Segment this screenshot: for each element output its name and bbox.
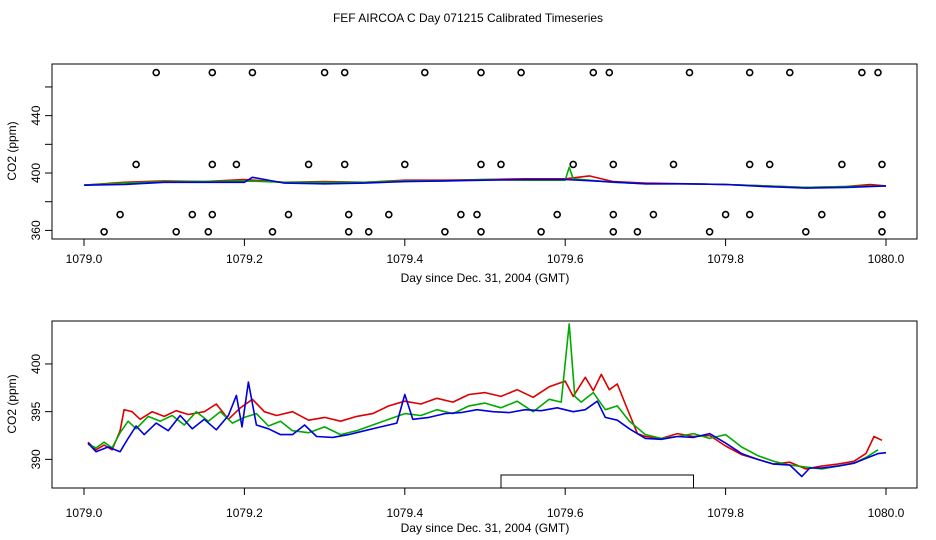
flag-marker — [384, 210, 393, 219]
top-y-axis: 360 400 440 — [29, 86, 53, 240]
flag-marker — [188, 210, 197, 219]
top-y-tick-label: 440 — [29, 105, 43, 125]
bottom-x-tick-label: 1079.4 — [386, 506, 423, 520]
flag-marker — [609, 210, 618, 219]
top-y-axis-label: CO2 (ppm) — [5, 121, 19, 180]
flag-marker — [745, 160, 754, 169]
bottom-y-axis: 390 395 400 — [29, 354, 53, 469]
flag-marker — [745, 210, 754, 219]
flag-marker — [517, 68, 525, 77]
flag-marker — [605, 68, 614, 77]
top-y-tick-label: 360 — [29, 220, 43, 240]
bottom-series-green-line — [87, 323, 879, 470]
flag-marker — [874, 68, 882, 77]
bottom-x-axis-label: Day since Dec. 31, 2004 (GMT) — [401, 521, 570, 535]
top-x-axis: 1079.0 1079.2 1079.4 1079.6 1079.8 1080.0 — [66, 238, 905, 266]
flag-marker — [344, 228, 353, 236]
bottom-series — [87, 323, 887, 478]
bottom-y-tick-label: 395 — [29, 401, 43, 421]
flag-marker — [208, 68, 217, 77]
flag-marker — [537, 228, 545, 236]
flag-marker — [553, 210, 562, 219]
flag-marker — [132, 160, 140, 169]
top-y-tick-label: 400 — [29, 163, 43, 183]
flag-marker — [204, 228, 213, 236]
top-plot-frame — [51, 63, 918, 240]
flag-marker — [284, 210, 293, 219]
bottom-series-red-line — [87, 373, 883, 470]
bottom-series-blue-line — [87, 381, 887, 478]
legend-box — [500, 474, 694, 489]
flag-marker — [172, 228, 180, 236]
flag-marker — [116, 210, 124, 219]
flag-marker — [152, 68, 160, 77]
flag-marker — [878, 228, 886, 236]
flag-marker — [208, 160, 217, 169]
flag-marker — [858, 68, 866, 77]
flag-marker — [457, 210, 465, 219]
top-x-tick-label: 1079.4 — [386, 252, 423, 266]
flag-marker — [569, 160, 578, 169]
flag-marker — [721, 210, 730, 219]
bottom-y-tick-label: 400 — [29, 354, 43, 374]
flag-marker — [477, 160, 485, 169]
flag-marker — [420, 68, 429, 77]
flag-marker — [817, 210, 826, 219]
flag-marker — [785, 68, 794, 77]
top-x-axis-label: Day since Dec. 31, 2004 (GMT) — [401, 271, 570, 285]
flag-marker — [340, 68, 349, 77]
flag-marker — [473, 210, 481, 219]
flag-marker — [477, 68, 485, 77]
bottom-x-tick-label: 1079.6 — [547, 506, 584, 520]
flag-marker — [248, 68, 257, 77]
bottom-x-tick-label: 1079.0 — [66, 506, 103, 520]
flag-marker — [609, 160, 618, 169]
flag-marker — [705, 228, 714, 236]
flag-marker — [232, 160, 241, 169]
top-x-tick-label: 1079.8 — [707, 252, 744, 266]
flag-marker — [745, 68, 754, 77]
flag-marker — [765, 160, 774, 169]
top-x-tick-label: 1079.0 — [66, 252, 103, 266]
flag-marker — [633, 228, 642, 236]
flag-marker — [497, 160, 505, 169]
flag-marker — [344, 210, 353, 219]
top-x-tick-label: 1079.6 — [547, 252, 584, 266]
flag-marker — [268, 228, 277, 236]
flag-marker — [400, 160, 409, 169]
flag-marker — [669, 160, 678, 169]
flag-marker — [364, 228, 373, 236]
flag-marker — [441, 228, 449, 236]
top-series — [83, 166, 887, 189]
flag-marker — [589, 68, 598, 77]
flag-marker — [304, 160, 313, 169]
flag-marker — [100, 228, 108, 236]
top-x-tick-label: 1080.0 — [868, 252, 905, 266]
flag-marker — [838, 160, 846, 169]
bottom-x-tick-label: 1080.0 — [868, 506, 905, 520]
bottom-y-axis-label: CO2 (ppm) — [5, 374, 19, 433]
flag-marker — [477, 228, 485, 236]
top-flag-markers — [100, 68, 886, 236]
chart-title: FEF AIRCOA C Day 071215 Calibrated Times… — [333, 11, 603, 25]
bottom-x-tick-label: 1079.8 — [707, 506, 744, 520]
bottom-y-tick-label: 390 — [29, 449, 43, 469]
flag-marker — [320, 68, 329, 77]
top-panel: 1079.0 1079.2 1079.4 1079.6 1079.8 1080.0 360… — [5, 63, 918, 285]
flag-marker — [878, 160, 886, 169]
flag-marker — [609, 228, 618, 236]
top-series-blue-line — [83, 176, 887, 189]
flag-marker — [208, 210, 217, 219]
bottom-x-tick-label: 1079.2 — [226, 506, 263, 520]
top-series-green-line — [83, 166, 887, 189]
flag-marker — [878, 210, 886, 219]
bottom-x-axis: 1079.0 1079.2 1079.4 1079.6 1079.8 1080.0 — [66, 487, 905, 520]
flag-marker — [685, 68, 694, 77]
flag-marker — [340, 160, 349, 169]
flag-marker — [801, 228, 810, 236]
top-x-tick-label: 1079.2 — [226, 252, 263, 266]
bottom-panel: 1079.0 1079.2 1079.4 1079.6 1079.8 1080.0 390… — [5, 320, 918, 535]
flag-marker — [649, 210, 658, 219]
